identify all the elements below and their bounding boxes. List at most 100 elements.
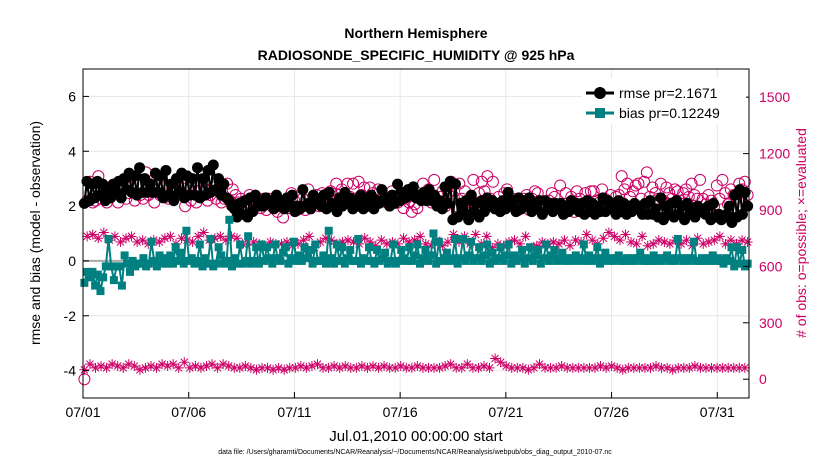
bias-point <box>268 259 277 268</box>
right-axis: 0 300 600 900 1200 1500 <box>743 89 790 387</box>
evaluated-obs-point <box>515 238 526 249</box>
bias-point <box>279 248 288 257</box>
evaluated-obs-point <box>165 231 176 242</box>
bias-point <box>523 254 532 263</box>
bias-point <box>308 259 317 268</box>
rmse-point <box>160 164 172 176</box>
evaluated-obs-point <box>301 362 312 373</box>
evaluated-obs-point <box>348 236 359 247</box>
rmse-point <box>218 178 230 190</box>
evaluated-obs-point <box>168 359 179 370</box>
bias-point <box>303 254 312 263</box>
evaluated-obs-point <box>734 362 745 373</box>
bias-point <box>531 251 540 260</box>
evaluated-obs-point <box>340 361 351 372</box>
evaluated-obs-point <box>232 233 243 244</box>
evaluated-obs-point <box>545 362 556 373</box>
evaluated-obs-point <box>412 361 423 372</box>
evaluated-obs-point <box>570 235 581 246</box>
evaluated-obs-point <box>87 229 98 240</box>
bias-point <box>598 254 607 263</box>
evaluated-obs-point <box>481 231 492 242</box>
rmse-point <box>739 186 751 198</box>
evaluated-obs-point <box>420 238 431 249</box>
left-tick-label: 4 <box>68 143 76 159</box>
rmse-point <box>457 206 469 218</box>
evaluated-obs-point <box>98 227 109 238</box>
evaluated-obs-point <box>698 238 709 249</box>
evaluated-obs-point <box>198 227 209 238</box>
evaluated-obs-point <box>676 238 687 249</box>
bias-point <box>292 256 301 265</box>
x-tick-label: 07/21 <box>488 404 523 420</box>
bias-point <box>671 256 680 265</box>
evaluated-obs-point <box>392 238 403 249</box>
evaluated-obs-point <box>689 361 700 372</box>
evaluated-obs-point <box>487 242 498 253</box>
bias-point <box>107 262 116 271</box>
evaluated-obs-point <box>329 361 340 372</box>
bias-point <box>397 245 406 254</box>
evaluated-obs-point <box>112 361 123 372</box>
bias-point <box>297 256 306 265</box>
chart-title: Northern Hemisphere <box>344 25 487 41</box>
bias-point <box>343 254 352 263</box>
evaluated-obs-point <box>240 361 251 372</box>
x-axis: 07/01 07/06 07/11 07/16 07/21 07/26 07/31 <box>65 392 735 420</box>
evaluated-obs-point <box>626 236 637 247</box>
evaluated-obs-point <box>381 238 392 249</box>
bias-point <box>228 262 237 271</box>
bias-point <box>590 254 599 263</box>
evaluated-obs-point <box>132 236 143 247</box>
evaluated-obs-point <box>323 362 334 373</box>
evaluated-obs-point <box>584 362 595 373</box>
bias-point <box>582 256 591 265</box>
bias-point <box>528 256 537 265</box>
evaluated-obs-point <box>720 238 731 249</box>
bias-point <box>547 251 556 260</box>
possible-obs-point <box>702 188 715 201</box>
evaluated-obs-point <box>470 229 481 240</box>
evaluated-obs-point <box>739 362 750 373</box>
legend-rmse-label: rmse pr=2.1671 <box>619 85 718 101</box>
bias-point <box>287 254 296 263</box>
evaluated-obs-point <box>367 361 378 372</box>
evaluated-obs-point <box>157 359 168 370</box>
rmse-point <box>128 170 140 182</box>
bias-point <box>539 254 548 263</box>
evaluated-obs-point <box>642 240 653 251</box>
bias-point <box>93 270 102 279</box>
legend-rmse-marker <box>594 87 606 99</box>
bias-point <box>365 243 374 252</box>
evaluated-obs-point <box>126 231 137 242</box>
bias-point <box>158 259 167 268</box>
bias-point <box>117 281 126 290</box>
bias-point <box>381 248 390 257</box>
bias-point <box>295 251 304 260</box>
bias-point <box>477 256 486 265</box>
bias-point <box>257 240 266 249</box>
bias-point <box>222 256 231 265</box>
evaluated-obs-point <box>145 361 156 372</box>
possible-obs-point <box>629 179 642 192</box>
bias-point <box>687 254 696 263</box>
evaluated-obs-point <box>684 362 695 373</box>
bias-point <box>579 240 588 249</box>
evaluated-obs-point <box>184 362 195 373</box>
evaluated-obs-point <box>603 227 614 238</box>
bias-point <box>179 259 188 268</box>
x-tick-label: 07/16 <box>383 404 418 420</box>
bias-point <box>198 262 207 271</box>
evaluated-obs-point <box>337 236 348 247</box>
evaluated-obs-point <box>434 362 445 373</box>
evaluated-obs-point <box>176 233 187 244</box>
bias-point <box>601 248 610 257</box>
evaluated-obs-point <box>612 362 623 373</box>
rmse-point <box>392 178 404 190</box>
evaluated-obs-point <box>123 359 134 370</box>
evaluated-obs-point <box>193 231 204 242</box>
evaluated-obs-point <box>245 362 256 373</box>
evaluated-obs-point <box>417 362 428 373</box>
possible-obs-point <box>694 173 707 186</box>
bias-point <box>636 248 645 257</box>
